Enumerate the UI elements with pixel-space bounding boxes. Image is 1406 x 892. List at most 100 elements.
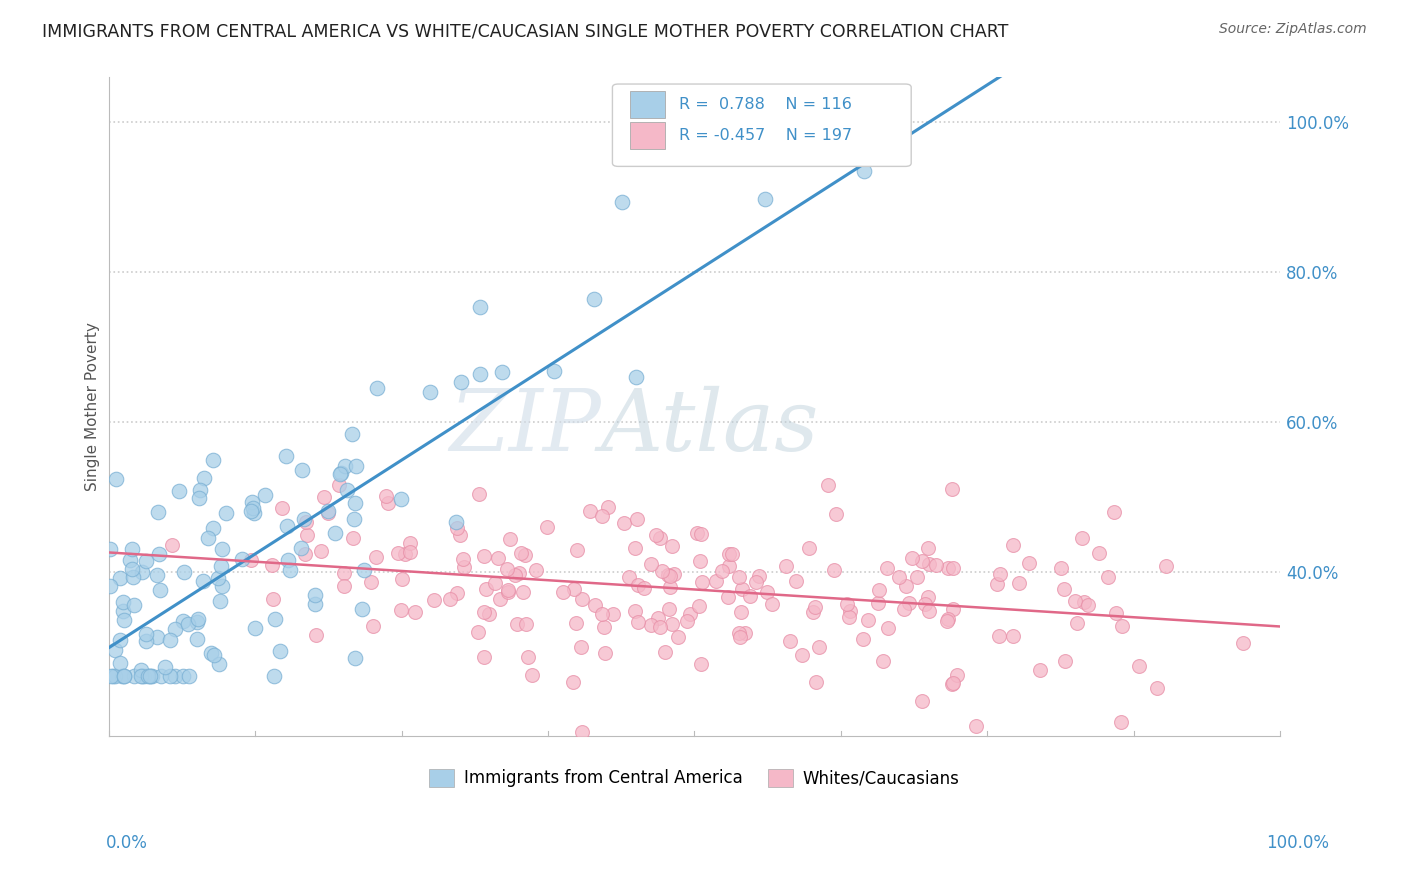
Point	[946, 668, 969, 682]
Point	[333, 459, 356, 474]
Point	[340, 426, 363, 441]
Point	[571, 592, 593, 607]
Point	[366, 382, 388, 396]
Point	[311, 543, 333, 558]
Point	[512, 584, 534, 599]
Point	[108, 657, 131, 671]
Point	[626, 578, 648, 592]
Point	[240, 495, 263, 509]
Y-axis label: Single Mother Poverty: Single Mother Poverty	[86, 323, 100, 491]
Point	[135, 627, 157, 641]
Point	[942, 561, 965, 575]
Point	[202, 521, 225, 535]
Point	[610, 194, 633, 209]
Point	[450, 375, 472, 389]
Point	[474, 650, 496, 665]
Point	[121, 541, 143, 556]
Point	[718, 547, 741, 561]
Text: 0.0%: 0.0%	[105, 834, 148, 852]
Point	[745, 575, 768, 590]
Point	[790, 648, 813, 662]
Point	[278, 563, 301, 577]
Point	[325, 525, 347, 540]
Point	[254, 488, 277, 502]
Point	[965, 719, 987, 733]
Point	[617, 570, 640, 584]
Point	[260, 558, 283, 573]
Point	[658, 580, 681, 594]
Point	[150, 669, 173, 683]
Point	[165, 622, 187, 636]
Point	[104, 472, 127, 486]
Point	[294, 547, 316, 561]
Point	[779, 634, 801, 648]
Point	[343, 512, 366, 526]
Point	[565, 543, 588, 558]
Point	[104, 669, 127, 683]
Point	[98, 579, 121, 593]
Point	[543, 364, 565, 378]
Point	[509, 546, 531, 560]
Point	[894, 579, 917, 593]
Point	[209, 559, 232, 574]
Point	[155, 659, 177, 673]
Point	[188, 483, 211, 498]
Point	[200, 646, 222, 660]
Point	[423, 592, 446, 607]
Point	[291, 463, 314, 477]
Point	[838, 603, 860, 617]
Point	[375, 489, 398, 503]
Point	[135, 554, 157, 568]
Point	[245, 621, 267, 635]
Point	[1102, 505, 1125, 519]
Point	[524, 563, 547, 577]
Point	[169, 483, 191, 498]
Point	[689, 554, 711, 568]
Point	[165, 669, 187, 683]
FancyBboxPatch shape	[630, 91, 665, 118]
Point	[277, 553, 299, 567]
Point	[803, 600, 825, 615]
Point	[122, 598, 145, 612]
Point	[188, 491, 211, 506]
Point	[917, 541, 939, 556]
Point	[717, 558, 740, 573]
Point	[446, 520, 468, 534]
Point	[344, 459, 367, 474]
Point	[936, 561, 959, 575]
Point	[889, 570, 911, 584]
Point	[664, 566, 686, 581]
Point	[988, 566, 1011, 581]
Point	[690, 657, 713, 672]
Point	[472, 605, 495, 619]
Point	[271, 500, 294, 515]
Point	[399, 536, 422, 550]
Point	[129, 663, 152, 677]
Point	[484, 576, 506, 591]
Point	[602, 607, 624, 622]
Point	[647, 611, 669, 625]
Point	[312, 490, 335, 504]
Point	[910, 694, 932, 708]
Point	[640, 618, 662, 632]
Point	[704, 574, 727, 589]
Point	[987, 630, 1010, 644]
Point	[451, 552, 474, 566]
Point	[711, 564, 734, 578]
Point	[565, 616, 588, 631]
Point	[1002, 538, 1025, 552]
Point	[344, 650, 367, 665]
Point	[1111, 619, 1133, 633]
Point	[131, 565, 153, 579]
Point	[941, 677, 963, 691]
Point	[516, 649, 538, 664]
Point	[398, 545, 420, 559]
Point	[1088, 545, 1111, 559]
Point	[797, 541, 820, 555]
Point	[177, 669, 200, 683]
Point	[177, 616, 200, 631]
Point	[263, 669, 285, 683]
Point	[593, 646, 616, 660]
Point	[316, 506, 339, 520]
Point	[1050, 561, 1073, 575]
